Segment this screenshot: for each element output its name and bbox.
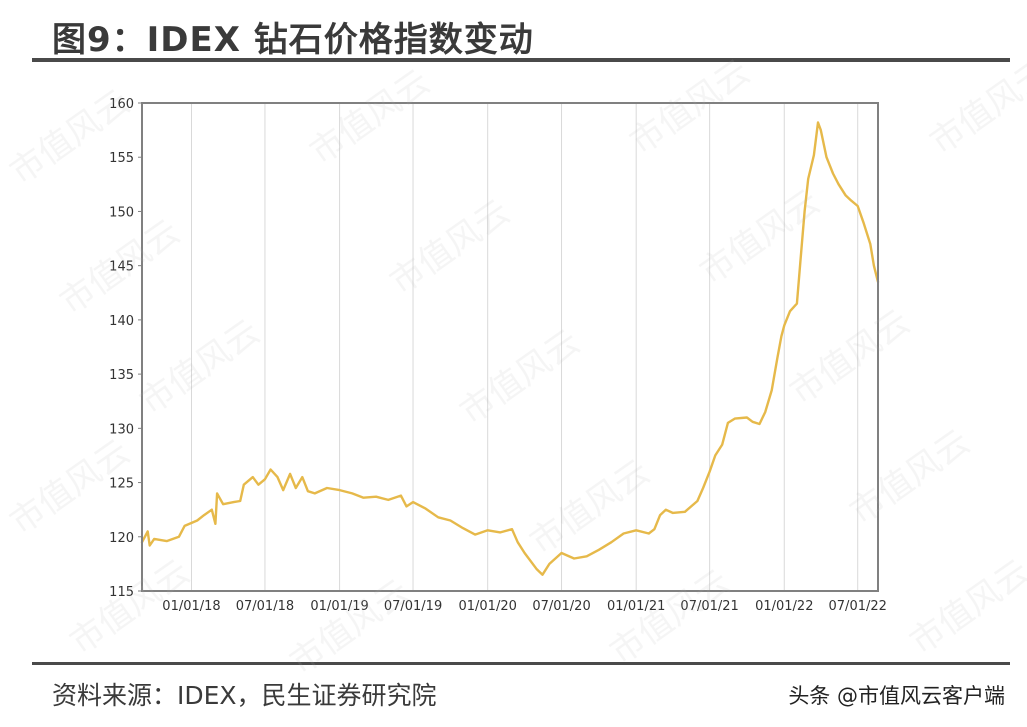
y-tick-label: 155 <box>109 151 134 166</box>
y-tick-label: 150 <box>109 205 134 220</box>
y-tick-label: 125 <box>109 477 134 492</box>
figure-title: 图9：IDEX 钻石价格指数变动 <box>52 20 534 60</box>
x-tick-label: 01/01/19 <box>310 599 368 614</box>
y-tick-label: 160 <box>109 97 134 112</box>
title-divider <box>32 58 1010 62</box>
x-tick-label: 07/01/21 <box>680 599 738 614</box>
source-divider <box>32 662 1010 665</box>
y-tick-label: 135 <box>109 368 134 383</box>
x-tick-label: 07/01/19 <box>384 599 442 614</box>
x-tick-label: 07/01/20 <box>532 599 590 614</box>
x-tick-label: 01/01/21 <box>607 599 665 614</box>
y-tick-label: 145 <box>109 260 134 275</box>
plot-area <box>142 103 878 591</box>
series-line <box>140 121 880 576</box>
y-tick-label: 115 <box>109 585 134 600</box>
y-tick-label: 120 <box>109 531 134 546</box>
y-tick-label: 140 <box>109 314 134 329</box>
x-tick-label: 07/01/18 <box>236 599 294 614</box>
x-tick-label: 01/01/22 <box>755 599 813 614</box>
source-note: 资料来源：IDEX，民生证券研究院 <box>52 681 437 710</box>
x-tick-label: 01/01/20 <box>458 599 516 614</box>
plot-frame <box>141 102 879 592</box>
credit-text: 头条 @市值风云客户端 <box>788 684 1005 708</box>
y-tick-label: 130 <box>109 422 134 437</box>
x-tick-label: 01/01/18 <box>162 599 220 614</box>
x-tick-label: 07/01/22 <box>829 599 887 614</box>
